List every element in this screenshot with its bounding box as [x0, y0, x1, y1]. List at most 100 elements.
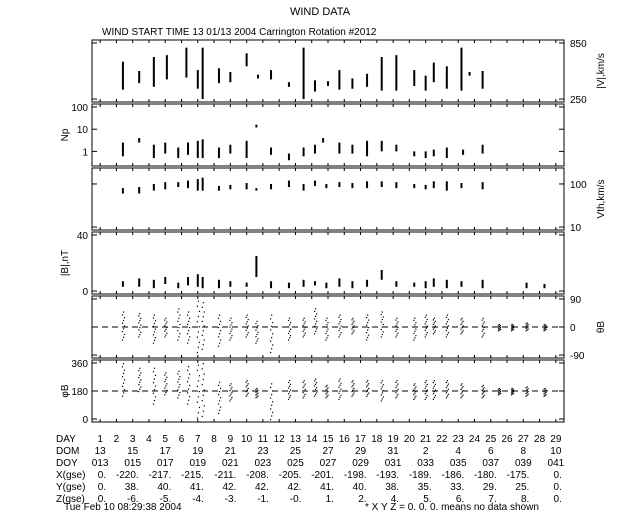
data-point [395, 325, 397, 327]
data-point [434, 395, 436, 397]
data-point [219, 339, 222, 341]
data-point [352, 322, 354, 324]
data-point [304, 383, 306, 385]
data-point [197, 364, 199, 366]
dom-cell: 27 [322, 446, 334, 457]
data-point [196, 321, 198, 323]
data-point [397, 388, 399, 390]
data-point [481, 319, 483, 321]
data-point [246, 389, 248, 391]
data-point [197, 380, 199, 382]
data-point [246, 380, 248, 382]
data-point [462, 325, 464, 327]
data-point [245, 381, 247, 383]
x-cell: -189. [409, 470, 432, 481]
doy-cell: 025 [287, 458, 304, 469]
data-point [461, 391, 463, 393]
data-point [447, 318, 450, 321]
data-point [121, 395, 124, 397]
panel-4: 90 0 -90 θB [91, 295, 607, 362]
data-point [397, 383, 399, 385]
data-point [202, 330, 204, 332]
data-point [271, 348, 273, 350]
data-point [187, 392, 189, 394]
data-point [247, 387, 249, 390]
data-point [315, 392, 318, 394]
z-cell: 6. [456, 494, 464, 505]
y-tick-label: 850 [570, 39, 587, 50]
data-point [432, 333, 434, 335]
data-point [272, 401, 274, 403]
y-cell: 41. [320, 482, 334, 493]
data-point [313, 385, 316, 387]
data-point [434, 320, 436, 322]
data-point [314, 308, 317, 310]
data-point [121, 385, 124, 388]
data-point [413, 326, 415, 328]
data-point [425, 396, 427, 399]
data-point [165, 391, 167, 394]
dom-cell: 10 [550, 446, 562, 457]
data-point [353, 392, 355, 394]
data-point [382, 384, 384, 386]
dom-cell: 31 [388, 446, 400, 457]
data-point [414, 330, 416, 332]
y-tick-label: 0 [570, 323, 576, 334]
data-point [434, 330, 436, 332]
data-point [352, 327, 354, 329]
data-point [202, 394, 204, 396]
data-point [272, 322, 274, 324]
x-cell: -201. [311, 470, 334, 481]
data-point [201, 415, 203, 418]
data-point [271, 314, 273, 316]
data-point [482, 395, 484, 398]
data-point [202, 410, 204, 412]
y-tick-label: 10 [570, 223, 582, 234]
data-point [218, 342, 221, 344]
data-point [526, 394, 528, 396]
data-point [446, 334, 449, 336]
data-point [353, 330, 355, 332]
z-cell: 0. [554, 494, 562, 505]
data-point [445, 316, 448, 318]
z-cell: -0. [290, 494, 302, 505]
data-point [413, 384, 415, 386]
z-cell: 5. [423, 494, 431, 505]
data-point [152, 317, 155, 319]
day-cell: 18 [371, 434, 383, 445]
data-point [526, 324, 528, 326]
data-point [196, 305, 198, 307]
day-cell: 23 [453, 434, 465, 445]
data-point [270, 408, 272, 410]
x-cell: -211. [214, 470, 236, 481]
data-point [366, 395, 368, 397]
data-point [166, 376, 168, 378]
z-cell: 8. [521, 494, 529, 505]
data-point [197, 412, 199, 414]
data-point [177, 311, 179, 313]
data-point [425, 334, 427, 336]
data-point [415, 328, 417, 330]
data-point [198, 406, 200, 409]
z-cell: 7. [488, 494, 496, 505]
day-cell: 7 [195, 434, 201, 445]
z-cell: -5. [160, 494, 172, 505]
data-point [288, 385, 291, 387]
y-cell: 0. [554, 482, 562, 493]
data-point [462, 390, 464, 392]
data-point [270, 329, 272, 331]
data-point [497, 392, 500, 394]
data-point [122, 311, 125, 313]
data-point [340, 331, 342, 334]
data-point [511, 387, 514, 390]
data-point [381, 326, 383, 328]
y-axis-label: Vth,km/s [596, 180, 607, 219]
x-cell: -180. [474, 470, 497, 481]
data-point [327, 391, 329, 393]
data-point [217, 394, 220, 396]
data-point [257, 338, 259, 340]
data-point [187, 342, 189, 344]
x-cell: -175. [507, 470, 530, 481]
data-point [525, 327, 527, 329]
data-point [483, 332, 485, 334]
